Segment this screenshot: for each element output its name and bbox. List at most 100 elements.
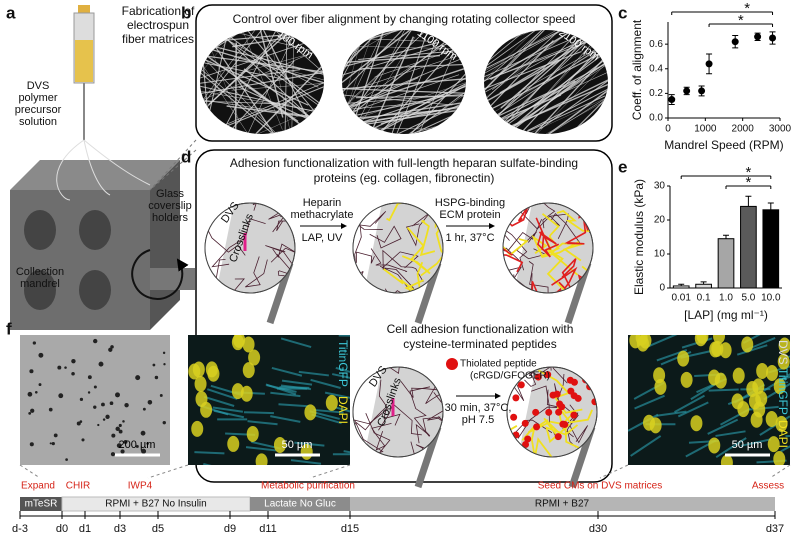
sig-bracket: [680, 175, 772, 179]
day-label: d-3: [12, 523, 28, 535]
bar: [672, 285, 690, 289]
point: [668, 96, 676, 104]
fiber: [200, 30, 273, 134]
medium-bar: [20, 497, 62, 511]
fiber: [519, 30, 608, 134]
event-label: Expand: [21, 481, 55, 492]
x-tick-label: 2000: [732, 124, 755, 135]
fiber: [540, 30, 608, 130]
y-tick-label: 0.6: [649, 39, 663, 50]
error-bar: [678, 283, 685, 286]
nucleus: [255, 453, 268, 465]
x-tick-label: 3000: [769, 124, 792, 135]
sarcomere: [280, 337, 312, 349]
day-label: d0: [56, 523, 68, 535]
fiber: [222, 34, 324, 134]
speck: [98, 361, 104, 367]
polymer: [581, 281, 593, 293]
polymer: [525, 203, 556, 229]
fiber: [489, 30, 608, 80]
fiber: [380, 83, 466, 125]
fiber: [484, 58, 562, 134]
speck: [111, 433, 116, 438]
text: holders: [152, 212, 189, 224]
fiber: [532, 30, 608, 110]
sarcomere: [708, 388, 739, 392]
fiber: [291, 30, 296, 134]
bar: [717, 238, 735, 289]
sarcomere: [206, 388, 238, 401]
text: fiber matrices: [122, 32, 194, 46]
text: electrospun: [127, 18, 189, 32]
peptide: [522, 440, 530, 448]
fiber: [342, 30, 427, 134]
text: methacrylate: [291, 209, 354, 221]
nucleus: [639, 335, 652, 349]
zoom-outline: [204, 202, 296, 294]
text: DVS: [27, 80, 50, 92]
nucleus: [246, 425, 259, 442]
sarcomere: [245, 446, 277, 452]
text: 30 min, 37°C,: [445, 402, 512, 414]
polymer: [537, 369, 583, 414]
y-tick-label: 20: [654, 215, 666, 226]
fiber: [342, 94, 462, 109]
y-tick-label: 0.0: [649, 113, 663, 124]
nucleus: [227, 435, 240, 452]
plunger: [78, 5, 90, 13]
speck: [120, 449, 125, 454]
connector: [147, 464, 189, 479]
nucleus: [773, 378, 786, 395]
error-bar: [767, 202, 774, 210]
y-axis-label: Elastic modulus (kPa): [632, 179, 646, 295]
fiber: [200, 64, 324, 134]
speck: [48, 407, 53, 412]
y-tick-label: 0: [659, 283, 665, 294]
day-label: d3: [114, 523, 126, 535]
zoom-outline: [352, 366, 444, 458]
connector: [309, 464, 351, 479]
annotation: *: [745, 174, 751, 191]
speck: [38, 352, 44, 358]
nucleus: [231, 383, 244, 400]
peptide: [510, 413, 518, 421]
fiber: [381, 49, 466, 134]
sig-bracket: [708, 23, 774, 27]
nucleus: [191, 420, 204, 437]
connector: [599, 464, 629, 479]
brightfield-image: [20, 335, 170, 465]
day-label: d11: [259, 523, 277, 535]
text: cysteine-terminated peptides: [403, 337, 556, 351]
peptide: [574, 394, 582, 402]
point: [754, 33, 762, 41]
holder: [79, 210, 111, 250]
polymer: [415, 416, 441, 444]
text: HSPG-binding: [435, 197, 505, 209]
fiber: [200, 35, 281, 134]
peptide: [555, 408, 563, 416]
fiber: [237, 56, 324, 105]
speck: [32, 341, 36, 345]
speck: [30, 408, 35, 413]
holder: [79, 270, 111, 310]
text: 1 hr, 37°C: [445, 232, 494, 244]
fiber: [237, 30, 284, 118]
sarcomere: [290, 459, 322, 465]
panel-label: f: [6, 319, 12, 338]
solution: [75, 40, 93, 82]
fiber: [415, 30, 466, 134]
text: Glass: [156, 188, 185, 200]
fiber: [200, 35, 324, 94]
fiber: [342, 54, 441, 70]
speck: [87, 375, 92, 380]
fiber: [200, 38, 311, 134]
fiber-jet: [56, 139, 151, 201]
bar: [695, 283, 712, 289]
fiber: [356, 32, 466, 90]
speck: [34, 390, 38, 394]
fiber: [484, 39, 590, 134]
fiber: [484, 30, 597, 104]
peptide: [567, 387, 575, 395]
fiber: [484, 30, 557, 134]
event-label: Metabolic purification: [261, 481, 355, 492]
